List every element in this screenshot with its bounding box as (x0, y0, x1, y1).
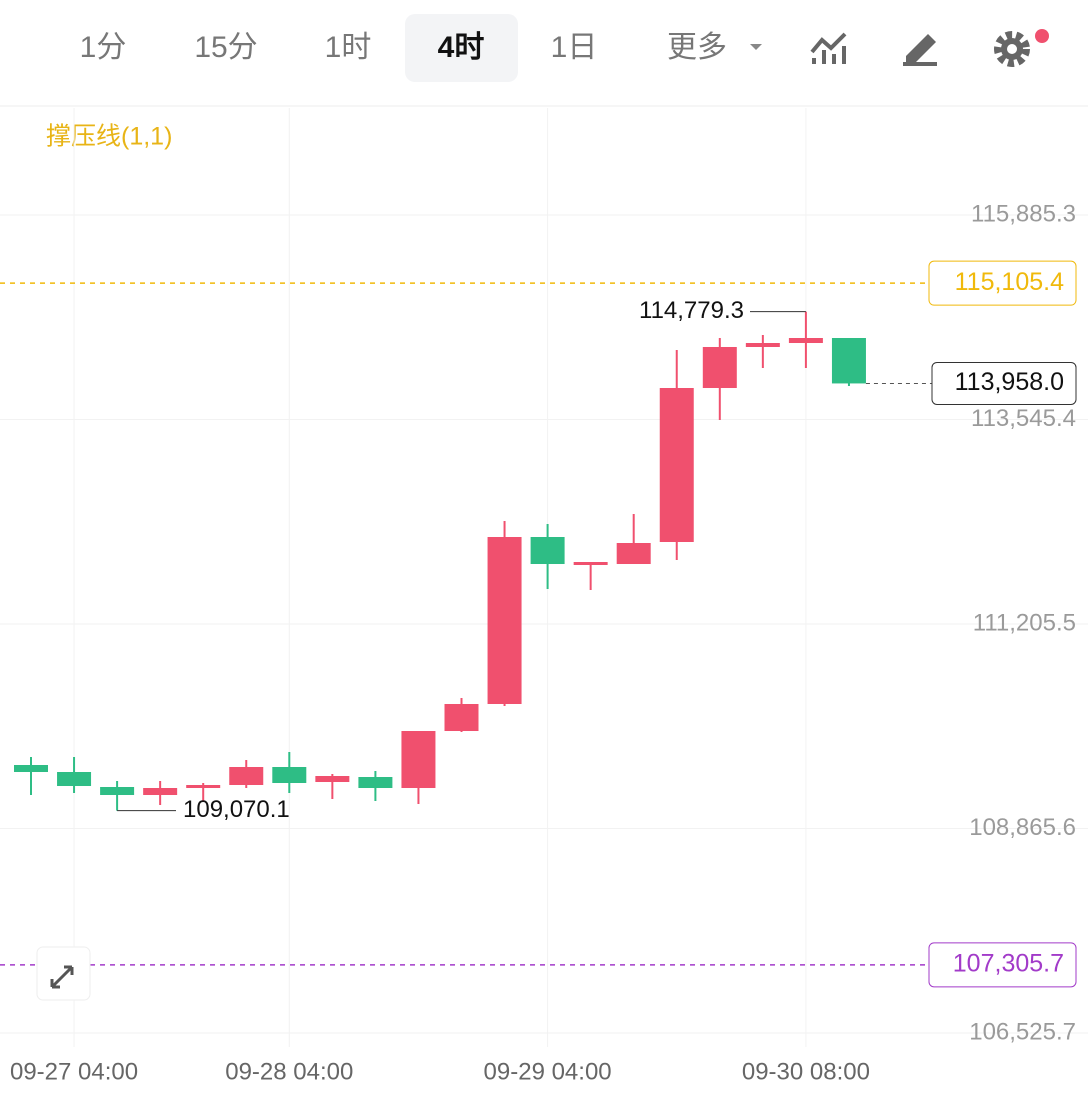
candle-body (315, 776, 350, 783)
x-tick-label: 09-28 04:00 (225, 1058, 353, 1085)
candle-body (401, 731, 436, 789)
y-tick-label: 106,525.7 (969, 1018, 1076, 1045)
tab[interactable]: 15分 (194, 31, 257, 64)
candle-body (573, 562, 608, 566)
candle-body (530, 536, 565, 565)
tab[interactable]: 1时 (325, 31, 372, 64)
indicator-label: 撑压线(1,1) (46, 123, 172, 151)
candle-body (745, 343, 780, 347)
low-label: 109,070.1 (183, 796, 290, 823)
more-caret (750, 44, 762, 50)
plot: 106,525.7 108,865.6 111,205.5 113,545.4 115,… (0, 108, 1088, 1085)
tab[interactable]: 1分 (80, 31, 127, 64)
tab[interactable]: 4时 (438, 31, 485, 64)
last-price-box (931, 361, 1077, 405)
candle-body (659, 388, 694, 542)
x-tick-label: 09-30 08:00 (742, 1058, 870, 1085)
settings-icon[interactable] (994, 29, 1049, 67)
indicator-icon[interactable] (810, 32, 847, 64)
candle-body (57, 772, 92, 787)
high-label: 114,779.3 (639, 297, 744, 324)
y-tick-label: 115,885.3 (971, 200, 1076, 227)
expand-icon (50, 965, 74, 989)
x-tick-label: 09-27 04:00 (10, 1058, 138, 1085)
level-box (928, 942, 1077, 988)
y-tick-label: 111,205.5 (973, 609, 1076, 636)
candle-body (14, 765, 48, 773)
candle-body (616, 543, 651, 565)
candle-body (186, 784, 221, 789)
candle-body (831, 338, 866, 384)
candle-body (143, 788, 178, 796)
candle-body (272, 767, 307, 784)
candle-body (487, 536, 522, 704)
active-tab-bg (405, 14, 518, 82)
candle-body (444, 703, 479, 732)
tab[interactable]: 更多 (667, 31, 727, 64)
tab-bar: 1分 15分 1时 4时 1日 更多 (80, 31, 727, 64)
y-tick-label: 113,545.4 (971, 405, 1076, 432)
candle-body (100, 787, 135, 796)
candle-body (702, 346, 737, 389)
level-box (928, 260, 1077, 306)
x-tick-label: 09-29 04:00 (484, 1058, 612, 1085)
level-label: 107,305.7 (953, 949, 1064, 977)
tab[interactable]: 1日 (551, 31, 598, 64)
last-price-label: 113,958.0 (955, 368, 1064, 396)
y-tick-label: 108,865.6 (969, 814, 1076, 841)
candle-body (358, 777, 393, 789)
level-label: 115,105.4 (955, 268, 1064, 296)
candle-body (788, 338, 823, 344)
draw-icon[interactable] (903, 34, 937, 66)
candle-body (229, 767, 264, 785)
